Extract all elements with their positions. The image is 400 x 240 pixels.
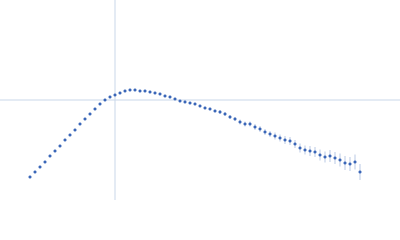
point: [293, 142, 297, 146]
point: [33, 170, 37, 174]
point: [78, 122, 82, 126]
point: [298, 146, 302, 150]
point: [158, 92, 162, 96]
point: [38, 165, 42, 169]
point: [133, 88, 137, 92]
point: [228, 115, 232, 119]
point: [248, 122, 252, 126]
point: [353, 160, 357, 164]
point: [238, 120, 242, 124]
point: [68, 133, 72, 137]
point: [338, 158, 342, 162]
chart: [0, 0, 400, 200]
point: [138, 89, 142, 93]
point: [218, 110, 222, 114]
point: [198, 104, 202, 108]
point: [343, 161, 347, 165]
point: [168, 95, 172, 99]
point: [273, 134, 277, 138]
point: [283, 138, 287, 142]
point: [333, 156, 337, 160]
point: [103, 98, 107, 102]
point: [113, 93, 117, 97]
point: [188, 101, 192, 105]
point: [203, 106, 207, 110]
point: [28, 175, 32, 179]
point: [348, 162, 352, 166]
point: [263, 130, 267, 134]
point: [323, 155, 327, 159]
point: [128, 88, 132, 92]
point: [253, 125, 257, 129]
point: [83, 117, 87, 121]
point: [308, 149, 312, 153]
point: [243, 122, 247, 126]
point: [93, 107, 97, 111]
point: [98, 102, 102, 106]
point: [43, 160, 47, 164]
point: [108, 95, 112, 99]
point: [288, 139, 292, 143]
point: [193, 102, 197, 106]
point: [258, 127, 262, 131]
point: [123, 89, 127, 93]
point: [183, 100, 187, 104]
point: [358, 170, 362, 174]
point: [148, 90, 152, 94]
point: [313, 150, 317, 154]
point: [208, 107, 212, 111]
point: [178, 99, 182, 103]
point: [153, 91, 157, 95]
point: [58, 144, 62, 148]
point: [303, 148, 307, 152]
point: [163, 94, 167, 98]
point: [318, 153, 322, 157]
point: [48, 154, 52, 158]
point: [328, 154, 332, 158]
point: [213, 109, 217, 113]
point: [268, 132, 272, 136]
point: [63, 138, 67, 142]
point: [223, 112, 227, 116]
point: [233, 117, 237, 121]
point: [118, 91, 122, 95]
point: [173, 97, 177, 101]
point: [143, 89, 147, 93]
point: [53, 149, 57, 153]
point: [73, 128, 77, 132]
point: [88, 112, 92, 116]
point: [278, 136, 282, 140]
